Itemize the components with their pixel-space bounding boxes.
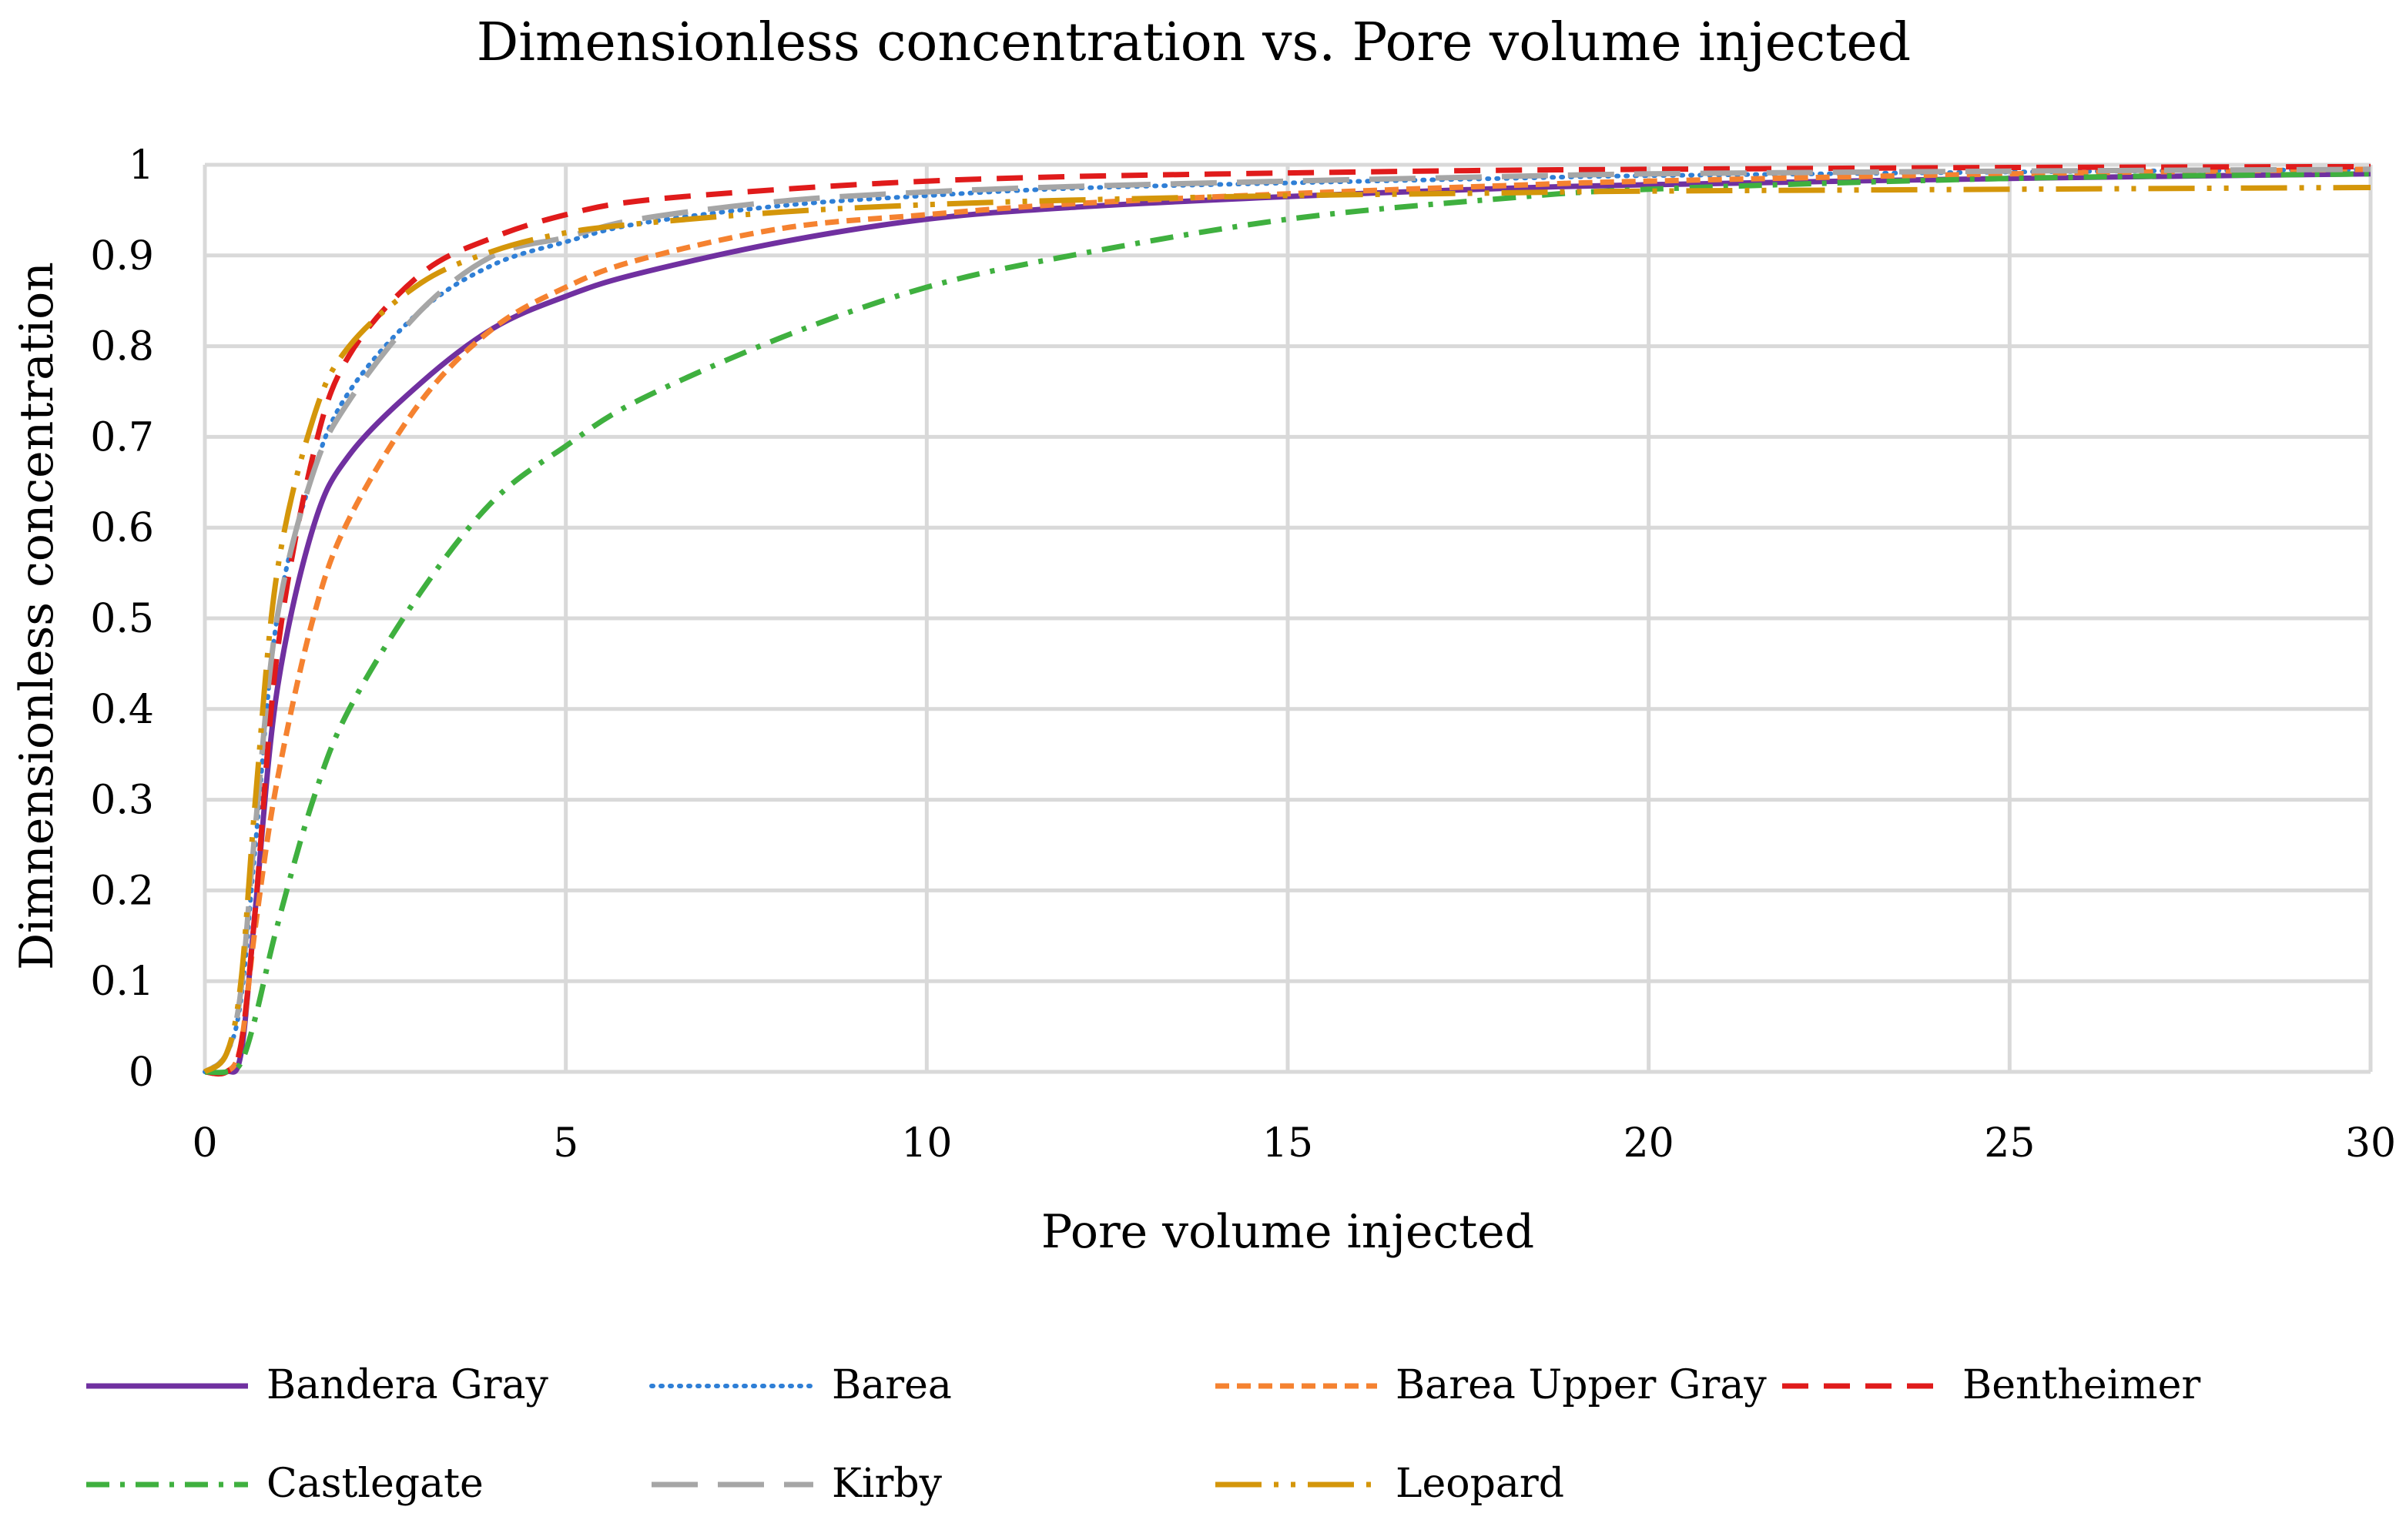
- y-tick-label: 0.8: [90, 324, 154, 370]
- y-tick-label: 0.2: [90, 868, 154, 914]
- legend-label-kirby: Kirby: [832, 1461, 943, 1507]
- legend-label-leopard: Leopard: [1396, 1461, 1564, 1507]
- y-axis-ticks: 0 0.1 0.2 0.3 0.4 0.5 0.6 0.7 0.8 0.9 1: [90, 142, 154, 1096]
- y-tick-label: 0.7: [90, 414, 154, 460]
- legend-label-bandera-gray: Bandera Gray: [266, 1362, 549, 1408]
- y-tick-label: 0.5: [90, 596, 154, 642]
- series-line-kirby: [203, 166, 2371, 1074]
- legend: Bandera Gray Barea Barea Upper Gray Benthei…: [86, 1362, 2200, 1507]
- chart-title: Dimensionless concentration vs. Pore vol…: [477, 12, 1911, 73]
- legend-label-barea-upper-gray: Barea Upper Gray: [1396, 1362, 1767, 1408]
- y-tick-label: 0: [129, 1050, 154, 1096]
- x-tick-label: 30: [2345, 1120, 2396, 1167]
- legend-label-barea: Barea: [832, 1362, 952, 1408]
- series-line-bandera-gray: [204, 171, 2371, 1076]
- y-tick-label: 1: [129, 142, 154, 189]
- series-line-castlegate: [204, 171, 2371, 1076]
- x-tick-label: 20: [1624, 1120, 1674, 1167]
- x-tick-label: 15: [1262, 1120, 1313, 1167]
- series-line-leopard: [203, 185, 2371, 1075]
- series-line-bentheimer: [204, 163, 2371, 1077]
- x-axis-ticks: 0 5 10 15 20 25 30: [192, 1120, 2396, 1167]
- y-tick-label: 0.1: [90, 959, 154, 1005]
- x-tick-label: 0: [192, 1120, 217, 1167]
- x-tick-label: 25: [1984, 1120, 2035, 1167]
- series-line-barea-upper-gray: [204, 166, 2371, 1077]
- y-tick-label: 0.6: [90, 505, 154, 551]
- y-axis-label: Dimnensionless concentration: [10, 262, 64, 970]
- x-tick-label: 10: [901, 1120, 952, 1167]
- y-tick-label: 0.9: [90, 233, 154, 280]
- grid: [203, 162, 2373, 1074]
- y-tick-label: 0.3: [90, 778, 154, 824]
- x-tick-label: 5: [553, 1120, 578, 1167]
- legend-label-bentheimer: Bentheimer: [1962, 1362, 2200, 1408]
- legend-label-castlegate: Castlegate: [266, 1461, 484, 1507]
- x-axis-label: Pore volume injected: [1041, 1205, 1534, 1259]
- series-lines: [203, 163, 2373, 1077]
- y-tick-label: 0.4: [90, 687, 154, 733]
